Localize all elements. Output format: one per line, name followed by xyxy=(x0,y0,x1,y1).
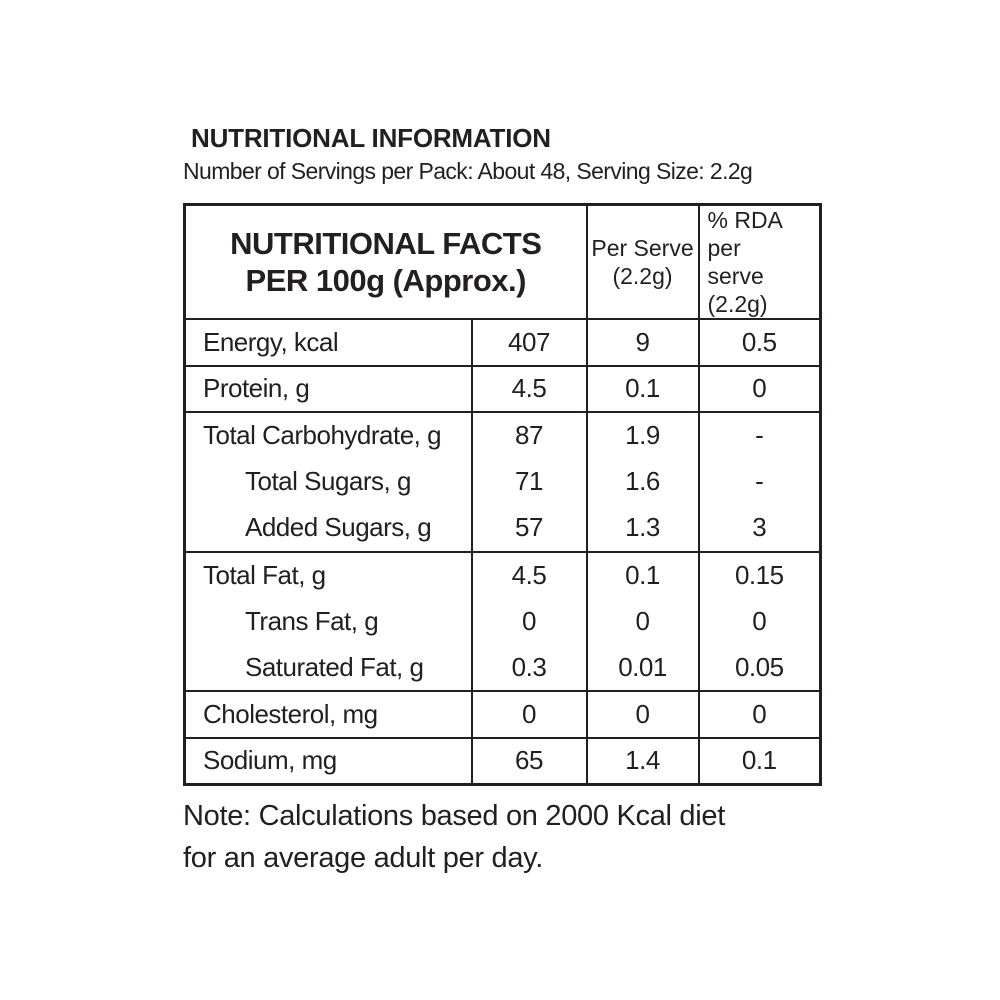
row-value-per-serve: 0.1 xyxy=(585,551,699,598)
table-row: Total Carbohydrate, g 87 1.9- xyxy=(185,412,821,459)
row-value-rda: 3 xyxy=(697,505,821,553)
footnote-line2: for an average adult per day. xyxy=(183,841,543,874)
row-value-per-serve: 0 xyxy=(585,691,699,739)
row-value-rda: 0 xyxy=(697,598,821,645)
row-value-per-100g: 57 xyxy=(470,505,587,553)
table-row: Added Sugars, g 57 1.3 3 xyxy=(184,505,821,553)
row-label: Sodium, mg xyxy=(203,745,337,775)
header-rda-line1: % RDA per xyxy=(707,207,782,261)
nutrition-label: NUTRITIONAL INFORMATION Number of Servin… xyxy=(183,122,822,879)
row-value-rda: - xyxy=(697,458,821,505)
row-value-rda: 0 xyxy=(697,365,821,413)
table-row: Cholesterol, mg 0 0 0 xyxy=(184,691,821,739)
header-rda-line2: serve (2.2g) xyxy=(707,263,768,317)
row-value-per-100g: 0.3 xyxy=(470,644,587,692)
table-header: NUTRITIONAL FACTS PER 100g (Approx.) Per… xyxy=(184,204,821,320)
table-body: Energy, kcal 407 9 0.5 Protein, g 4.5 0.1 0 Tota… xyxy=(184,319,821,784)
table-row: Protein, g 4.5 0.1 0 xyxy=(184,365,821,413)
row-value-per-serve: 1.9 xyxy=(585,412,699,459)
row-value-per-serve: 0.01 xyxy=(585,644,699,692)
footnote: Note: Calculations based on 2000 Kcal di… xyxy=(183,795,819,879)
row-value-rda: 0.15 xyxy=(697,551,821,598)
header-rda-per-serve: % RDA per serve (2.2g) xyxy=(698,204,821,320)
row-label: Trans Fat, g xyxy=(245,605,379,636)
header-nutritional-facts: NUTRITIONAL FACTS PER 100g (Approx.) xyxy=(184,204,588,320)
row-label: Saturated Fat, g xyxy=(184,644,472,692)
table-row: Energy, kcal 407 9 0.5 xyxy=(184,319,821,367)
row-value-per-serve: 1.3 xyxy=(585,505,699,553)
page-title: NUTRITIONAL INFORMATION xyxy=(191,123,551,153)
row-value-per-100g: 0 xyxy=(470,598,587,645)
nutrition-table: NUTRITIONAL FACTS PER 100g (Approx.) Per… xyxy=(183,203,822,786)
row-value-per-serve: 1.4 xyxy=(585,737,699,784)
servings-info: Number of Servings per Pack: About 48, S… xyxy=(183,158,753,184)
row-value-per-serve: 0.1 xyxy=(585,365,699,413)
row-label: Protein, g xyxy=(184,365,472,413)
header-per-serve-line1: Per Serve xyxy=(591,235,694,261)
row-label: Total Fat, g xyxy=(203,559,326,590)
row-value-per-100g: 4.5 xyxy=(470,551,587,598)
row-value-per-serve: 0 xyxy=(585,598,699,645)
row-value-per-100g: 4.5 xyxy=(470,365,587,413)
header-per-serve: Per Serve (2.2g) xyxy=(586,204,700,320)
table-row: Saturated Fat, g 0.3 0.01 0.05 xyxy=(184,644,821,692)
row-value-rda: - xyxy=(697,412,821,459)
header-main-line1: NUTRITIONAL FACTS xyxy=(230,226,542,261)
row-label: Cholesterol, mg xyxy=(184,691,472,739)
row-value-per-100g: 71 xyxy=(470,458,587,505)
row-value-rda: 0.05 xyxy=(697,644,821,692)
row-value-per-serve: 9 xyxy=(585,319,699,367)
row-value-rda: 0 xyxy=(697,691,821,739)
table-row: Sodium, mg 65 1.4 0.1 xyxy=(185,737,821,784)
row-value-rda: 0.5 xyxy=(697,319,821,367)
row-value-rda: 0.1 xyxy=(697,737,821,784)
row-label: Total Sugars, g xyxy=(245,466,411,497)
table-row: Total Sugars, g 71 1.6- xyxy=(185,458,821,505)
row-value-per-100g: 407 xyxy=(470,319,587,367)
row-label: Energy, kcal xyxy=(184,319,472,367)
table-row: Total Fat, g 4.5 0.1 0.15 xyxy=(185,551,821,598)
row-label: Added Sugars, g xyxy=(184,505,472,553)
row-value-per-100g: 0 xyxy=(470,691,587,739)
header-per-serve-line2: (2.2g) xyxy=(612,263,673,289)
row-value-per-serve: 1.6 xyxy=(585,458,699,505)
row-value-per-100g: 65 xyxy=(470,737,587,784)
header-main-line2: PER 100g (Approx.) xyxy=(245,263,527,298)
row-value-per-100g: 87 xyxy=(470,412,587,459)
footnote-line1: Note: Calculations based on 2000 Kcal di… xyxy=(183,799,725,832)
row-label: Total Carbohydrate, g xyxy=(203,420,442,451)
